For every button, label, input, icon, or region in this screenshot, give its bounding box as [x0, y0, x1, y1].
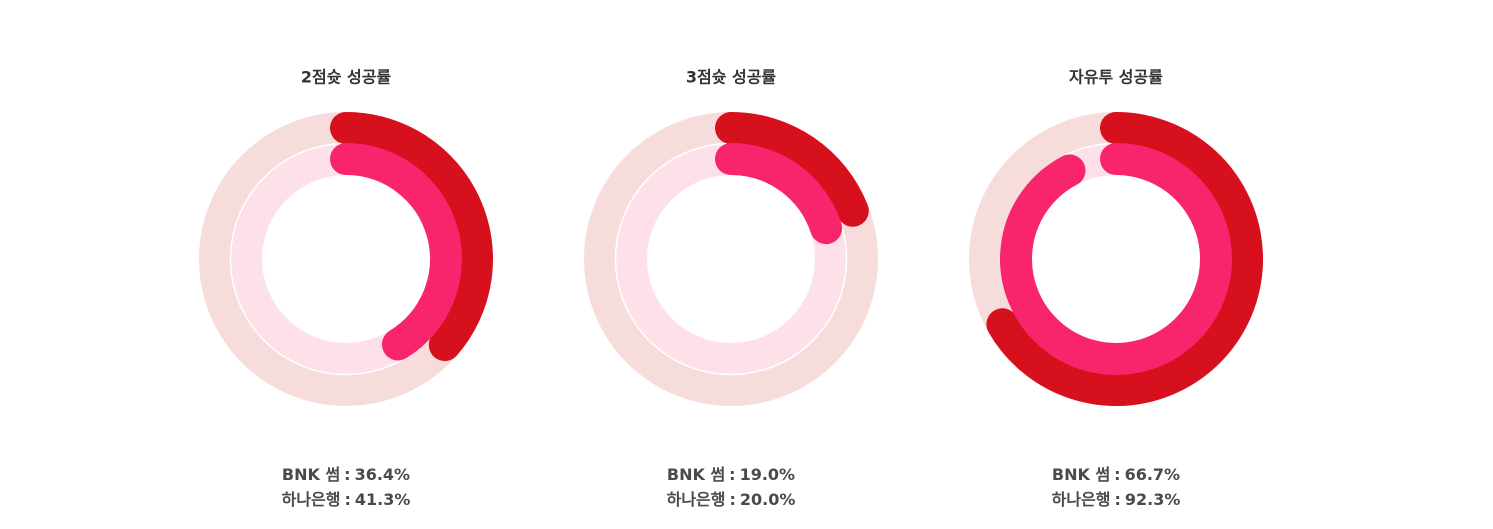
ring-arc	[715, 112, 869, 227]
ring-arc	[330, 112, 493, 362]
chart-title: 3점슛 성공률	[686, 68, 777, 87]
value-text: 66.7%	[1125, 465, 1181, 484]
value-label: BNK 썸:36.4%	[282, 465, 410, 484]
series-name: BNK 썸	[667, 465, 725, 484]
chart-title: 자유투 성공률	[1069, 68, 1163, 87]
ring-arc	[715, 143, 843, 245]
separator: :	[344, 465, 350, 484]
separator: :	[1114, 490, 1120, 509]
value-label: 하나은행:41.3%	[282, 490, 411, 509]
value-label: BNK 썸:66.7%	[1052, 465, 1180, 484]
series-name: 하나은행	[282, 490, 341, 509]
chart-title: 2점슛 성공률	[301, 68, 392, 87]
ring-arc	[1000, 143, 1232, 375]
separator: :	[1114, 465, 1120, 484]
value-text: 36.4%	[355, 465, 411, 484]
series-name: 하나은행	[1052, 490, 1111, 509]
value-label: BNK 썸:19.0%	[667, 465, 795, 484]
value-text: 92.3%	[1125, 490, 1181, 509]
separator: :	[729, 465, 735, 484]
value-text: 20.0%	[740, 490, 796, 509]
ring-arc	[986, 112, 1263, 406]
ring-arc	[330, 143, 462, 361]
value-text: 41.3%	[355, 490, 411, 509]
series-name: BNK 썸	[1052, 465, 1110, 484]
series-name: BNK 썸	[282, 465, 340, 484]
series-name: 하나은행	[667, 490, 726, 509]
value-label: 하나은행:20.0%	[667, 490, 796, 509]
value-text: 19.0%	[740, 465, 796, 484]
value-label: 하나은행:92.3%	[1052, 490, 1181, 509]
separator: :	[344, 490, 350, 509]
separator: :	[729, 490, 735, 509]
